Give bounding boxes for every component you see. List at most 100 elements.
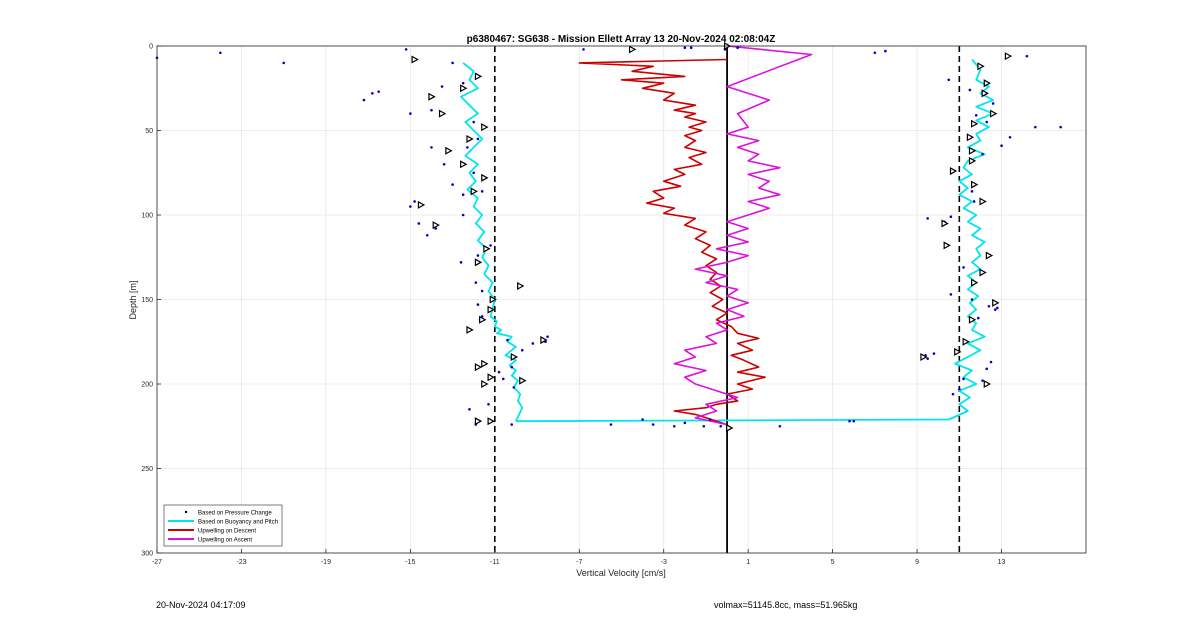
pressure-change-point: [962, 377, 965, 381]
triangle-marker: [460, 84, 468, 93]
pressure-change-point: [651, 423, 655, 426]
triangle-marker: [432, 221, 440, 230]
triangle-marker: [949, 167, 958, 176]
pressure-change-point: [1000, 144, 1003, 148]
triangle-marker: [540, 336, 548, 345]
pressure-change-point: [512, 386, 516, 389]
triangle-marker: [466, 325, 474, 334]
triangle-marker: [438, 109, 447, 118]
x-tick-label: -23: [236, 559, 246, 566]
pressure-change-point: [719, 424, 723, 428]
legend-entry-ascent: Upwelling on Ascent: [168, 538, 252, 544]
pressure-change-point: [466, 146, 469, 149]
pressure-change-point: [672, 424, 676, 428]
pressure-change-point: [451, 61, 454, 65]
pressure-change-point: [702, 424, 706, 428]
x-tick-label: 1: [746, 559, 750, 566]
triangle-marker: [517, 281, 525, 290]
y-axis-label: Depth [m]: [128, 280, 138, 319]
triangle-marker: [466, 134, 474, 143]
pressure-change-point: [736, 46, 739, 49]
pressure-change-point: [985, 367, 989, 371]
pressure-change-point: [442, 163, 446, 166]
pressure-change-point: [474, 281, 478, 284]
pressure-change-point: [362, 98, 366, 102]
legend-label: Upwelling on Ascent: [198, 538, 252, 544]
triangle-marker: [411, 55, 419, 64]
pressure-change-point: [1059, 125, 1062, 129]
footer-volmax-mass: volmax=51145.8cc, mass=51.965kg: [714, 600, 858, 610]
pressure-change-point: [683, 421, 687, 425]
legend-label: Upwelling on Descent: [198, 529, 256, 535]
pressure-change-point: [476, 303, 480, 306]
pressure-change-point: [993, 308, 997, 311]
triangle-marker: [981, 89, 989, 98]
triangle-marker: [481, 359, 489, 368]
triangle-marker: [943, 241, 951, 250]
pressure-change-point: [501, 377, 505, 381]
pressure-change-point: [991, 102, 995, 105]
y-tick-label: 100: [141, 213, 153, 220]
x-tick-label: -19: [321, 559, 331, 566]
triangle-marker: [445, 146, 453, 155]
pressure-change-point: [926, 217, 929, 220]
pressure-change-point: [582, 48, 585, 51]
x-tick-label: 13: [998, 559, 1006, 566]
pressure-change-point: [968, 88, 972, 92]
x-tick-label: -27: [152, 559, 162, 566]
triangle-marker: [977, 62, 985, 71]
pressure-change-point: [497, 370, 501, 374]
pressure-change-point: [848, 419, 851, 423]
triangle-marker: [481, 123, 489, 132]
y-tick-label: 250: [141, 466, 153, 473]
triangle-marker: [979, 268, 987, 277]
legend-dot-icon: [184, 510, 188, 514]
pressure-change-point: [989, 360, 993, 364]
pressure-change-point: [974, 113, 978, 117]
pressure-change-point: [409, 112, 412, 115]
pressure-change-point: [609, 423, 613, 426]
pressure-change-point: [506, 338, 509, 342]
triangle-marker: [985, 251, 994, 260]
pressure-change-point: [425, 233, 429, 237]
pressure-change-point: [480, 289, 484, 293]
pressure-change-point: [962, 266, 965, 269]
triangle-marker: [966, 133, 975, 142]
pressure-change-point: [282, 61, 285, 65]
series-line-based-on-buoyancy-and-pitch: [460, 62, 524, 422]
pressure-change-point: [461, 81, 465, 85]
pressure-change-point: [219, 51, 222, 55]
triangle-marker: [726, 423, 734, 432]
pressure-change-point: [884, 49, 887, 53]
y-tick-label: 0: [149, 44, 153, 51]
pressure-change-point: [970, 190, 974, 193]
pressure-change-point: [1025, 54, 1029, 58]
pressure-change-point: [371, 92, 374, 95]
pressure-change-point: [972, 200, 976, 203]
y-tick-label: 50: [145, 128, 153, 135]
triangle-marker: [970, 180, 979, 189]
pressure-change-point: [520, 348, 524, 352]
pressure-change-point: [683, 46, 687, 49]
triangle-marker: [510, 352, 519, 361]
pressure-change-point: [932, 352, 936, 355]
x-tick-label: -15: [405, 559, 415, 566]
triangle-marker: [487, 373, 495, 382]
triangle-marker: [481, 173, 489, 182]
triangle-marker: [992, 298, 1000, 307]
triangle-marker: [417, 200, 426, 209]
x-tick-label: -11: [490, 559, 500, 566]
pressure-change-point: [641, 418, 644, 421]
triangle-marker: [970, 119, 979, 128]
pressure-change-point: [459, 261, 463, 264]
pressure-change-point: [461, 193, 465, 197]
pressure-change-point: [417, 222, 421, 225]
triangle-marker: [968, 315, 977, 324]
triangle-marker: [481, 379, 489, 389]
triangle-marker: [474, 258, 483, 267]
pressure-change-points: [155, 46, 1062, 428]
pressure-change-point: [472, 171, 476, 175]
legend-entry-pressure-change: Based on Pressure Change: [184, 510, 272, 517]
pressure-change-point: [409, 205, 412, 208]
pressure-change-point: [440, 85, 444, 88]
